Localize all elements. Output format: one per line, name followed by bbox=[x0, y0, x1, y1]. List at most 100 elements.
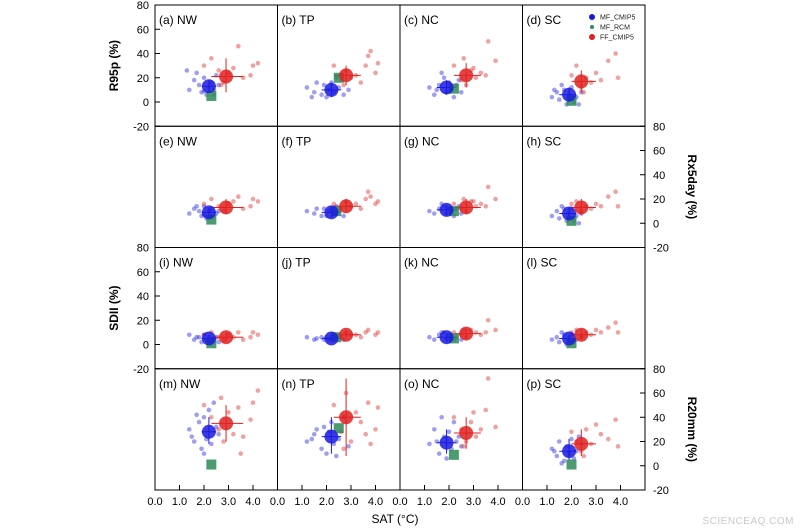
mf-cmip5-point bbox=[554, 453, 560, 459]
ff-cmip5-point bbox=[201, 63, 207, 68]
ff-cmip5-point bbox=[248, 203, 253, 209]
panels-layer: (a) NW (b) TP (c) NC (d) SC (e) NW (f) TP (g) … bbox=[154, 4, 646, 491]
ff-cmip5-point bbox=[598, 203, 604, 209]
mf-cmip5-point bbox=[319, 213, 324, 219]
ff-cmip5-mean bbox=[459, 200, 474, 215]
ff-cmip5-point bbox=[353, 201, 359, 207]
x-tick-label: 2.0 bbox=[441, 496, 456, 508]
panel-7: (g) NC bbox=[399, 125, 523, 248]
ff-cmip5-point bbox=[358, 80, 364, 85]
mf-cmip5-point bbox=[216, 82, 221, 88]
ff-cmip5-mean bbox=[219, 200, 234, 215]
ff-cmip5-point bbox=[373, 427, 378, 432]
ff-cmip5-point bbox=[451, 414, 457, 420]
mf-cmip5-point bbox=[559, 82, 564, 88]
ff-cmip5-point bbox=[209, 196, 214, 202]
mf-cmip5-point bbox=[196, 419, 202, 425]
ff-cmip5-point bbox=[569, 73, 574, 78]
ff-cmip5-point bbox=[341, 82, 346, 88]
ff-cmip5-point bbox=[248, 73, 253, 78]
mf-cmip5-point bbox=[191, 439, 197, 444]
ff-cmip5-point bbox=[485, 317, 491, 323]
mf-cmip5-mean bbox=[439, 202, 454, 217]
mf-cmip5-point bbox=[187, 87, 192, 93]
mf-cmip5-mean bbox=[439, 330, 454, 345]
mf-cmip5-point bbox=[194, 334, 199, 340]
panel-2: (b) TP bbox=[277, 4, 401, 127]
mf-cmip5-point bbox=[199, 90, 204, 95]
ff-cmip5-point bbox=[569, 201, 574, 207]
ff-cmip5-point bbox=[221, 439, 226, 444]
y-tick-label: 80 bbox=[653, 364, 665, 376]
mf-cmip5-point bbox=[321, 424, 327, 430]
mf-cmip5-point bbox=[201, 451, 207, 456]
mf-cmip5-point bbox=[211, 400, 217, 406]
ff-cmip5-point bbox=[368, 441, 373, 447]
ff-cmip5-point bbox=[365, 53, 371, 59]
panel-label: (g) NC bbox=[404, 134, 440, 148]
panel-label: (h) SC bbox=[527, 134, 562, 148]
panel-label: (i) NW bbox=[159, 256, 194, 270]
x-tick-label: 1.0 bbox=[294, 496, 309, 508]
panel-3: (c) NC bbox=[399, 4, 523, 127]
mf-cmip5-point bbox=[554, 208, 560, 214]
mf-cmip5-point bbox=[427, 208, 432, 214]
ff-cmip5-point bbox=[209, 414, 214, 420]
x-tick-label: 4.0 bbox=[245, 496, 260, 508]
panel-1: (a) NW bbox=[154, 4, 278, 127]
mf-cmip5-point bbox=[559, 330, 564, 335]
mf-cmip5-point bbox=[552, 448, 557, 454]
ff-cmip5-point bbox=[605, 325, 611, 330]
y-tick-label: 80 bbox=[653, 121, 665, 133]
ff-cmip5-point bbox=[483, 330, 489, 335]
mf-cmip5-mean bbox=[562, 444, 577, 459]
ff-cmip5-point bbox=[231, 65, 236, 71]
ff-cmip5-mean bbox=[459, 68, 474, 83]
mf-cmip5-point bbox=[446, 429, 452, 435]
mf-cmip5-point bbox=[552, 87, 557, 93]
mf-cmip5-mean bbox=[324, 331, 339, 346]
mf-cmip5-point bbox=[314, 80, 320, 85]
y-tick-label: 0 bbox=[653, 218, 659, 230]
x-tick-label: 4.0 bbox=[368, 496, 383, 508]
ff-cmip5-point bbox=[373, 201, 378, 207]
ff-cmip5-mean bbox=[339, 410, 354, 425]
mf-cmip5-point bbox=[451, 419, 457, 425]
mf-cmip5-point bbox=[304, 85, 310, 90]
ff-cmip5-point bbox=[605, 194, 611, 199]
ff-cmip5-point bbox=[331, 402, 337, 408]
ff-cmip5-point bbox=[363, 63, 369, 68]
mf-cmip5-point bbox=[341, 92, 346, 98]
y-tick-label: 60 bbox=[137, 267, 149, 279]
y-tick-label: -20 bbox=[653, 243, 669, 255]
mf-cmip5-point bbox=[334, 453, 339, 459]
ff-cmip5-point bbox=[615, 203, 621, 209]
ff-cmip5-point bbox=[473, 75, 479, 81]
mf-cmip5-point bbox=[311, 211, 317, 216]
mf-cmip5-mean bbox=[324, 205, 339, 220]
mf-cmip5-point bbox=[324, 451, 329, 456]
y-tick-label: 40 bbox=[653, 170, 665, 182]
panel-label: (a) NW bbox=[159, 13, 198, 27]
mf-cmip5-point bbox=[213, 424, 219, 430]
ff-cmip5-point bbox=[236, 330, 241, 335]
ff-cmip5-point bbox=[593, 327, 599, 333]
y-tick-label: 40 bbox=[653, 412, 665, 424]
ff-cmip5-point bbox=[236, 43, 241, 49]
ff-cmip5-point bbox=[613, 320, 618, 325]
mf-cmip5-mean bbox=[439, 80, 454, 95]
ff-cmip5-point bbox=[250, 63, 256, 68]
legend-label-ff-cmip5: FF_CMIP5 bbox=[600, 35, 634, 42]
y-tick-label: 40 bbox=[137, 49, 149, 61]
mf-cmip5-point bbox=[311, 90, 317, 95]
mf-cmip5-point bbox=[451, 94, 457, 100]
mf-cmip5-point bbox=[556, 97, 562, 102]
mf-cmip5-point bbox=[436, 451, 442, 456]
panel-label: (m) NW bbox=[159, 377, 201, 391]
mf-cmip5-point bbox=[427, 334, 432, 340]
y-tick-label: -20 bbox=[133, 364, 149, 376]
ff-cmip5-point bbox=[218, 395, 224, 401]
ff-cmip5-point bbox=[583, 427, 589, 432]
x-tick-label: 2.0 bbox=[319, 496, 334, 508]
mf-cmip5-point bbox=[576, 102, 582, 107]
